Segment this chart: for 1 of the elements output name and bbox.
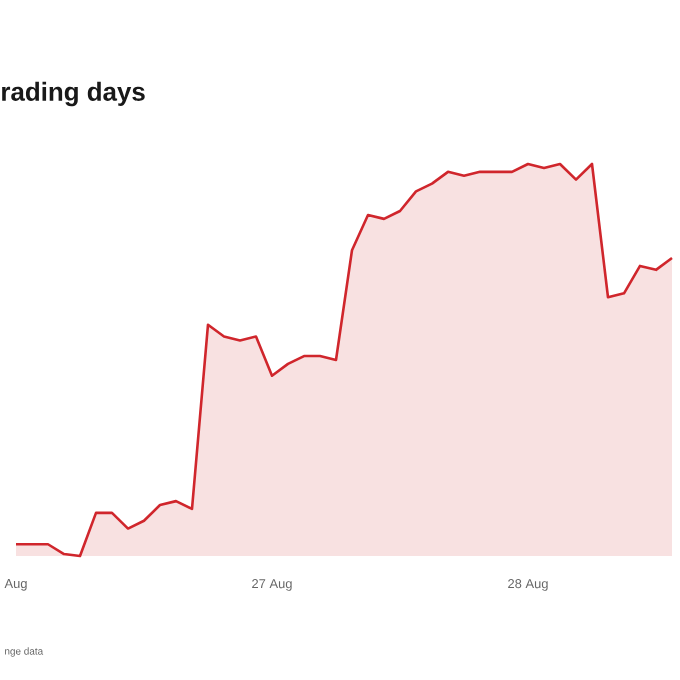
chart-title: rading days [2,81,145,107]
